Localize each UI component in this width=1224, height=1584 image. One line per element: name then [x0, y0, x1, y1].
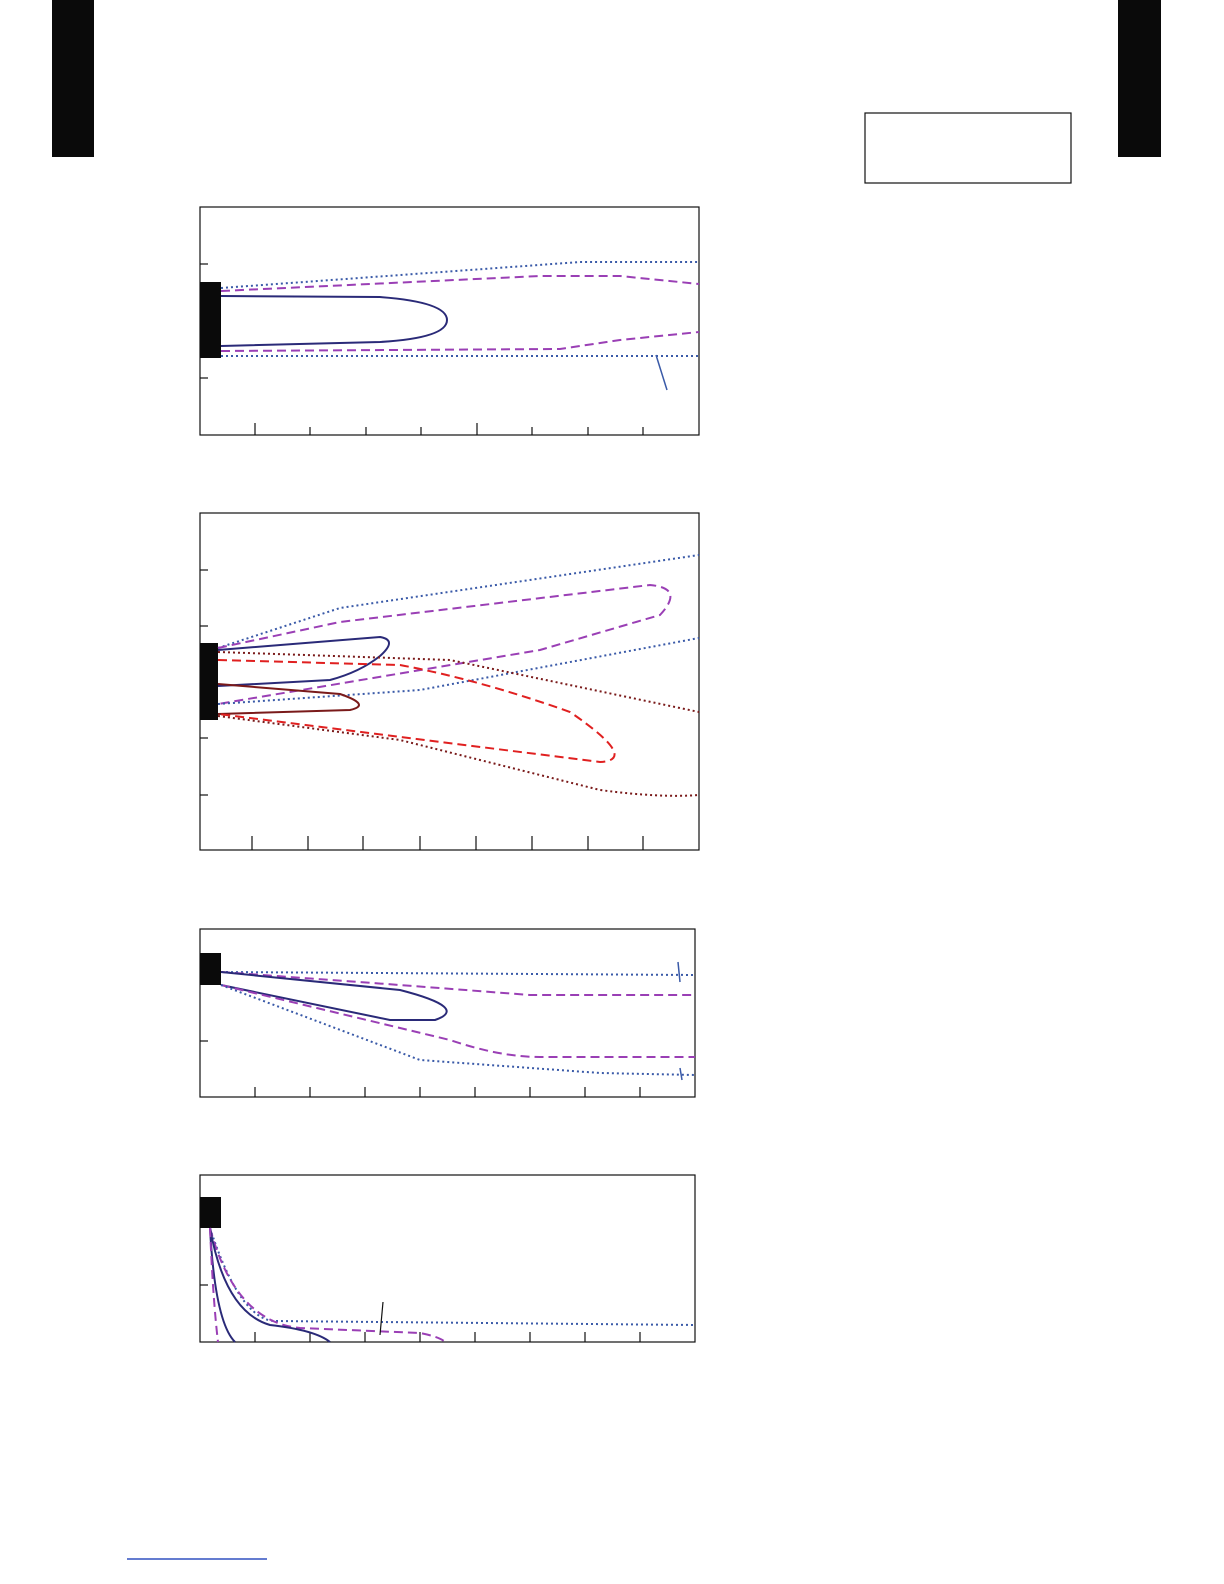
curve: [217, 554, 700, 649]
curve: [220, 331, 700, 352]
plot-frame: [199, 512, 700, 851]
curve: [220, 971, 448, 1021]
curve: [220, 984, 695, 1058]
leader-line: [677, 961, 681, 983]
diagram-4: [199, 1174, 696, 1343]
curve: [217, 715, 700, 797]
curve: [220, 971, 696, 976]
ticks: [200, 569, 644, 850]
plot-frame: [199, 206, 700, 436]
plot-frame: [199, 1174, 696, 1343]
curve: [220, 971, 695, 996]
leader-line: [379, 1301, 384, 1336]
diagram-1: [199, 206, 700, 436]
curve: [217, 635, 390, 687]
curve: [220, 275, 700, 292]
unit-block: [200, 1197, 221, 1228]
ticks: [200, 263, 644, 435]
ticks: [200, 1284, 641, 1342]
label-box: [864, 112, 1072, 184]
curve: [209, 1227, 219, 1343]
curve: [220, 261, 699, 289]
curve: [209, 1227, 696, 1326]
curve: [220, 984, 696, 1076]
side-tab-left: [52, 0, 94, 157]
curve: [220, 295, 449, 347]
ticks: [200, 1040, 641, 1097]
diagram-2: [199, 512, 700, 851]
curve: [217, 651, 700, 713]
unit-block: [200, 953, 221, 985]
unit-block: [200, 282, 221, 358]
leader-line: [679, 1067, 683, 1081]
curve: [217, 637, 700, 705]
unit-block: [200, 643, 218, 720]
curve: [217, 683, 360, 715]
diagram-3: [199, 928, 696, 1098]
curve: [209, 1227, 331, 1343]
side-tab-right: [1118, 0, 1161, 157]
curve: [209, 1227, 446, 1343]
leader-line: [655, 354, 668, 391]
curve: [217, 583, 672, 705]
curve: [217, 659, 616, 764]
plot-frame: [199, 928, 696, 1098]
